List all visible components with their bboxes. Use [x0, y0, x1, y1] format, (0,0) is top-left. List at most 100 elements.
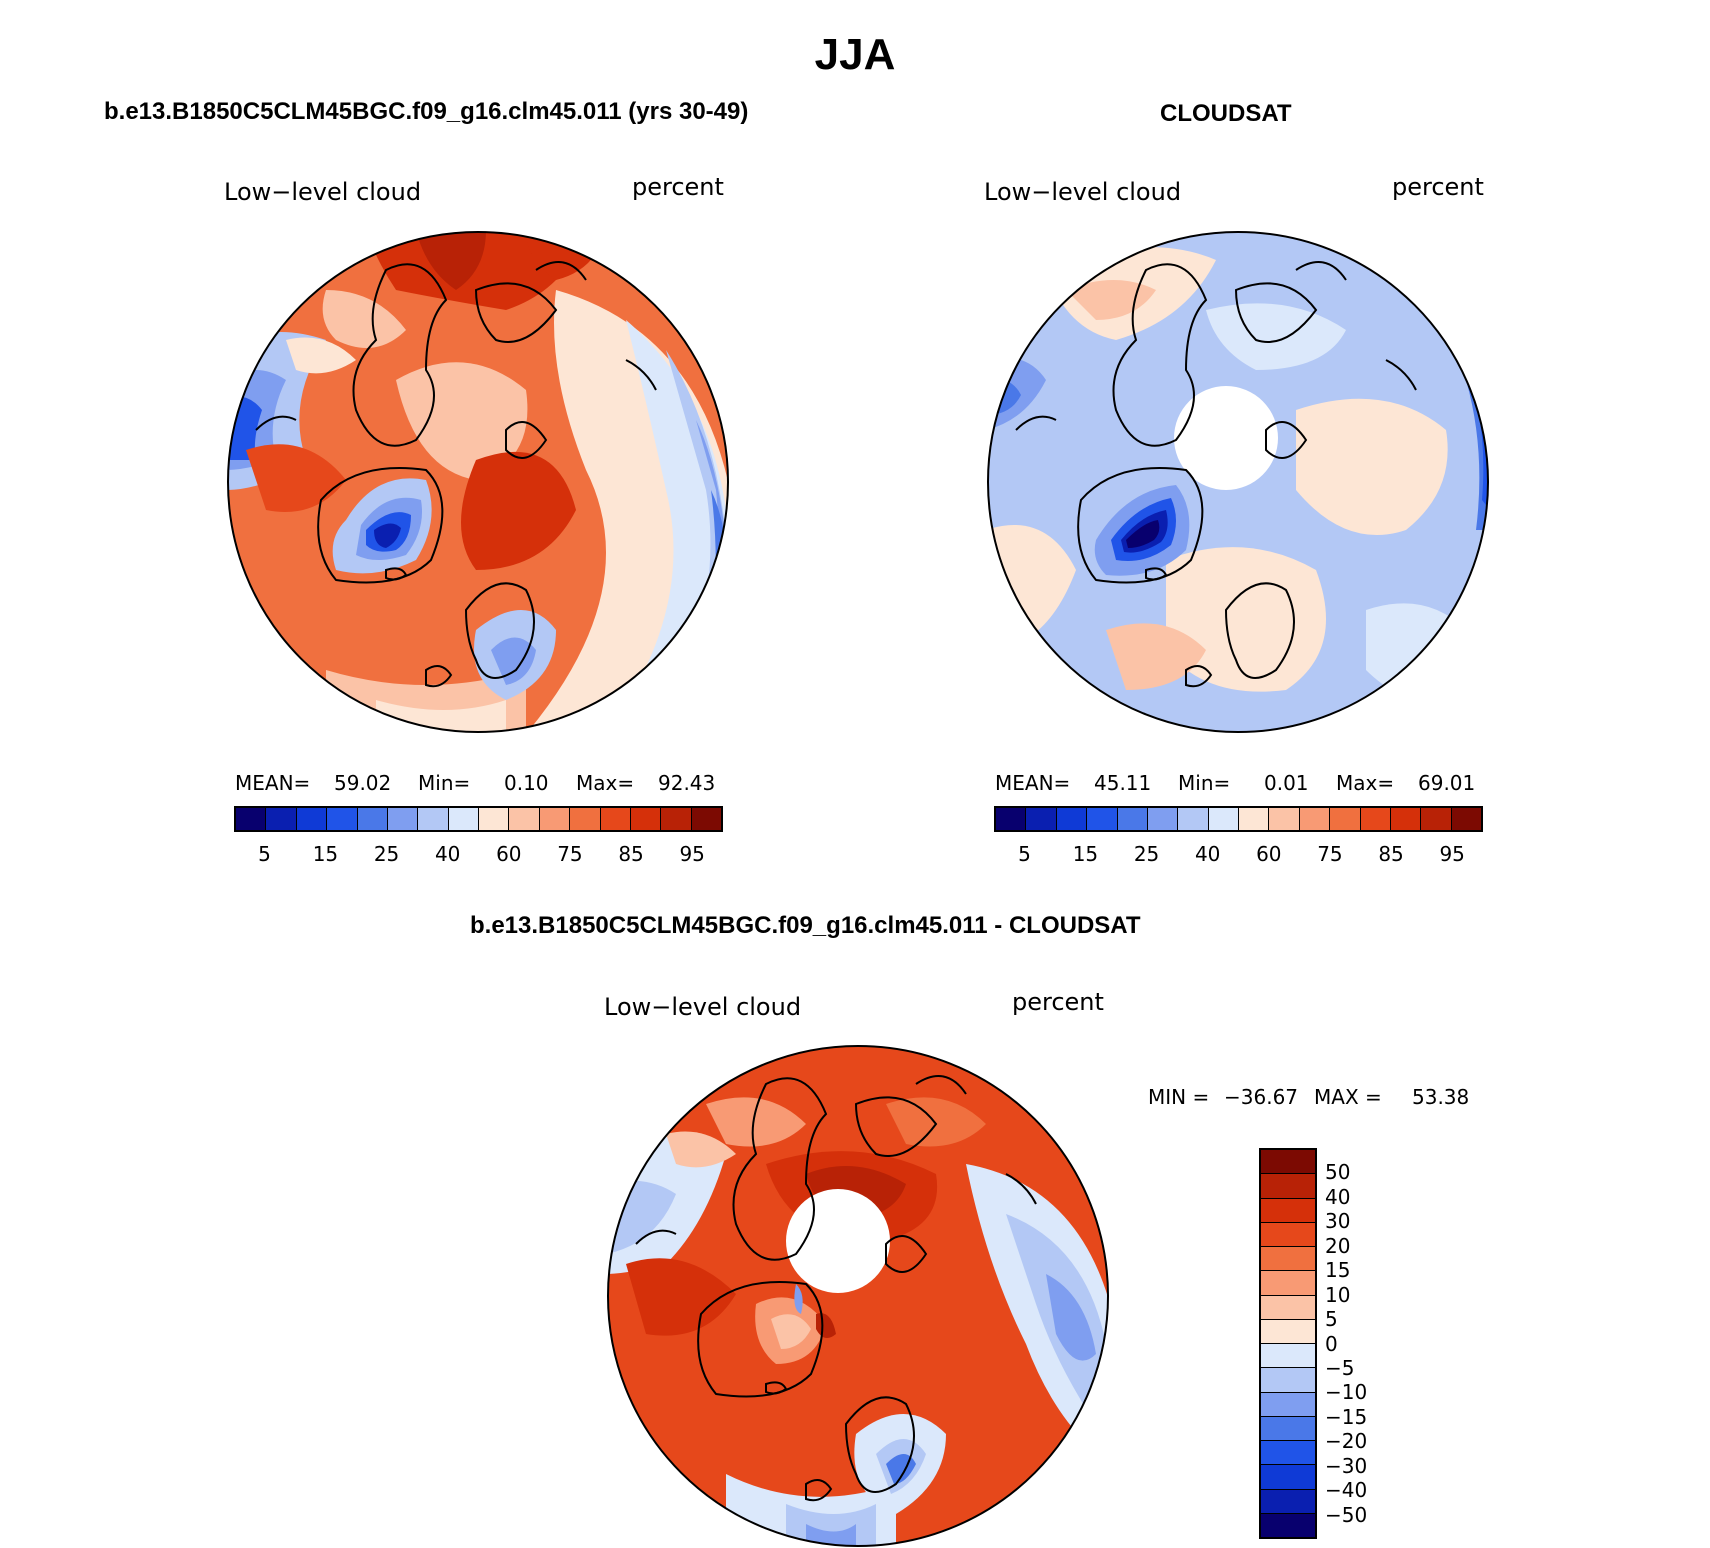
colorbar-swatch	[691, 808, 721, 830]
colorbar-swatch	[236, 808, 267, 830]
panel3-variable-label: Low−level cloud	[604, 993, 802, 1021]
colorbar-swatch	[630, 808, 662, 830]
colorbar-swatch	[1261, 1344, 1315, 1369]
panel2-min-value: 0.01	[1264, 771, 1309, 795]
colorbar-swatch	[1261, 1150, 1315, 1175]
colorbar-swatch	[1360, 808, 1391, 830]
colorbar-tick-label: 10	[1325, 1282, 1351, 1307]
panel1-polar-map	[227, 231, 729, 733]
main-title: JJA	[814, 30, 896, 79]
colorbar-swatch	[1261, 1319, 1315, 1344]
colorbar-tick-label: −15	[1325, 1404, 1368, 1429]
colorbar-swatch	[327, 808, 358, 830]
colorbar-tick-label: 40	[1194, 842, 1221, 866]
colorbar-swatch	[1239, 808, 1270, 830]
panel2-title: CLOUDSAT	[1160, 100, 1292, 127]
colorbar-swatch	[1087, 808, 1118, 830]
colorbar-tick-label: −20	[1325, 1429, 1368, 1454]
colorbar-swatch	[1330, 808, 1361, 830]
panel3-title: b.e13.B1850C5CLM45BGC.f09_g16.clm45.011 …	[470, 912, 1141, 939]
colorbar-tick-label: 50	[1325, 1160, 1351, 1185]
colorbar-swatch	[1299, 808, 1331, 830]
colorbar-tick-label: 25	[1133, 842, 1160, 866]
panel1-max-label: Max=	[576, 771, 635, 795]
colorbar-tick-label: 60	[496, 842, 522, 866]
colorbar-swatch	[1269, 808, 1300, 830]
colorbar-tick-label: 60	[1256, 842, 1282, 866]
colorbar-tick-label: 40	[1325, 1184, 1351, 1209]
colorbar-swatch	[296, 808, 328, 830]
colorbar-tick-label: 95	[1439, 842, 1465, 866]
colorbar-tick-label: 15	[1072, 842, 1099, 866]
colorbar-tick-label: 5	[1018, 842, 1031, 866]
panel1-mean-label: MEAN=	[235, 771, 311, 795]
colorbar-swatch	[1261, 1271, 1315, 1296]
panel1-max-value: 92.43	[658, 771, 716, 795]
panel1-variable-label: Low−level cloud	[224, 178, 422, 206]
panel3-max-label: MAX =	[1314, 1085, 1382, 1109]
colorbar-swatch	[418, 808, 449, 830]
panel1-title: b.e13.B1850C5CLM45BGC.f09_g16.clm45.011 …	[104, 98, 749, 125]
panel1-units-label: percent	[632, 173, 724, 201]
colorbar-tick-label: 5	[1325, 1307, 1338, 1332]
panel1-min-value: 0.10	[504, 771, 549, 795]
colorbar-swatch	[1147, 808, 1179, 830]
colorbar-swatch	[539, 808, 571, 830]
panel3-min-value: −36.67	[1224, 1085, 1299, 1109]
colorbar-tick-label: −10	[1325, 1380, 1368, 1405]
colorbar-tick-label: 85	[1378, 842, 1404, 866]
colorbar-tick-label: −5	[1325, 1355, 1355, 1380]
colorbar-tick-label: 95	[679, 842, 705, 866]
colorbar-swatch	[1261, 1295, 1315, 1320]
colorbar-swatch	[1451, 808, 1481, 830]
colorbar-swatch	[1261, 1465, 1315, 1490]
panel1-min-label: Min=	[418, 771, 471, 795]
colorbar-swatch	[1208, 808, 1239, 830]
panel3-max-value: 53.38	[1412, 1085, 1470, 1109]
colorbar-swatch	[1261, 1416, 1315, 1441]
panel3-units-label: percent	[1012, 988, 1104, 1016]
panel2-min-label: Min=	[1178, 771, 1231, 795]
panel2-max-value: 69.01	[1418, 771, 1476, 795]
panel3-min-label: MIN =	[1148, 1085, 1210, 1109]
colorbar-swatch	[1261, 1513, 1315, 1537]
colorbar-swatch	[1261, 1441, 1315, 1466]
colorbar-swatch	[1178, 808, 1209, 830]
colorbar-swatch	[600, 808, 631, 830]
colorbar-swatch	[387, 808, 419, 830]
colorbar-tick-label: 15	[312, 842, 339, 866]
panel2-mean-label: MEAN=	[995, 771, 1071, 795]
colorbar-swatch	[1261, 1247, 1315, 1272]
colorbar-swatch	[1026, 808, 1057, 830]
panel2-polar-map	[987, 231, 1489, 733]
colorbar-swatch	[1261, 1489, 1315, 1514]
colorbar-tick-label: 85	[618, 842, 644, 866]
colorbar-swatch	[1261, 1368, 1315, 1393]
panel1-colorbar	[234, 806, 723, 832]
colorbar-swatch	[509, 808, 540, 830]
colorbar-swatch	[1261, 1198, 1315, 1223]
panel2-variable-label: Low−level cloud	[984, 178, 1182, 206]
colorbar-tick-label: 0	[1325, 1331, 1338, 1356]
panel1-mean-value: 59.02	[334, 771, 392, 795]
colorbar-swatch	[448, 808, 479, 830]
colorbar-swatch	[1261, 1222, 1315, 1247]
colorbar-tick-label: −40	[1325, 1478, 1368, 1503]
colorbar-swatch	[1261, 1174, 1315, 1199]
colorbar-swatch	[1056, 808, 1088, 830]
colorbar-swatch	[357, 808, 388, 830]
colorbar-swatch	[661, 808, 692, 830]
colorbar-tick-label: 15	[1325, 1258, 1351, 1283]
colorbar-tick-label: 20	[1325, 1233, 1351, 1258]
colorbar-tick-label: 30	[1325, 1209, 1351, 1234]
colorbar-tick-label: −30	[1325, 1453, 1368, 1478]
colorbar-swatch	[479, 808, 510, 830]
colorbar-swatch	[1261, 1392, 1315, 1417]
colorbar-tick-label: 75	[1317, 842, 1343, 866]
colorbar-tick-label: 40	[434, 842, 461, 866]
colorbar-swatch	[1421, 808, 1452, 830]
panel2-units-label: percent	[1392, 173, 1484, 201]
panel2-mean-value: 45.11	[1094, 771, 1152, 795]
panel3-colorbar	[1259, 1148, 1317, 1539]
colorbar-swatch	[996, 808, 1027, 830]
